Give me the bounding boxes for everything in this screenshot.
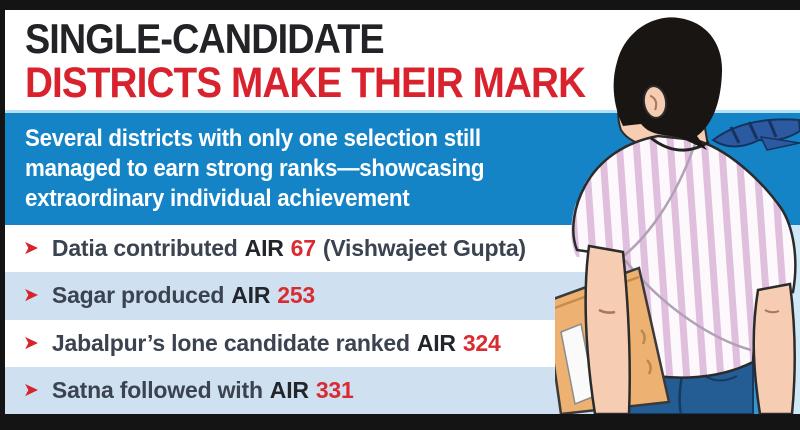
list-item-text: Satna followed with AIR 331: [52, 377, 361, 404]
content-area: SINGLE-CANDIDATE DISTRICTS MAKE THEIR MA…: [5, 10, 800, 414]
list-item-text: Datia contributed AIR 67 (Vishwajeet Gupta): [52, 235, 526, 262]
rank-value: 331: [315, 376, 354, 403]
list-item: ➤ Jabalpur’s lone candidate ranked AIR 324: [5, 319, 800, 367]
arrow-bullet-icon: ➤: [23, 379, 39, 401]
item-prefix: Satna followed with: [51, 376, 263, 403]
list-item-text: Sagar produced AIR 253: [52, 282, 322, 309]
page-title-line1-text: SINGLE-CANDIDATE: [25, 15, 385, 62]
air-label: AIR: [231, 282, 271, 309]
bottom-border: [0, 414, 800, 430]
item-suffix: (Vishwajeet Gupta): [322, 235, 526, 262]
item-prefix: Jabalpur’s lone candidate ranked: [51, 329, 410, 356]
title-block: SINGLE-CANDIDATE DISTRICTS MAKE THEIR MA…: [5, 10, 800, 110]
page-title-line2-text: DISTRICTS MAKE THEIR MARK: [25, 59, 586, 107]
list-item: ➤ Datia contributed AIR 67 (Vishwajeet Gupt…: [5, 225, 800, 273]
air-label: AIR: [244, 235, 284, 262]
item-prefix: Datia contributed: [51, 235, 238, 262]
subtitle-line-2: managed to earn strong ranks—showcasing: [25, 154, 800, 184]
rank-value: 67: [290, 235, 316, 262]
arrow-bullet-icon: ➤: [23, 285, 39, 307]
list-item: ➤ Satna followed with AIR 331: [5, 366, 800, 414]
item-prefix: Sagar produced: [51, 282, 225, 309]
subtitle-line-3-text: extraordinary individual achievement: [25, 185, 410, 212]
page-title-line2: DISTRICTS MAKE THEIR MARK: [25, 61, 800, 106]
left-border: [0, 0, 5, 430]
subtitle-line-1-text: Several districts with only one selectio…: [25, 125, 481, 152]
subtitle-line-3: extraordinary individual achievement: [25, 184, 800, 214]
subtitle-box: Several districts with only one selectio…: [5, 110, 800, 225]
rank-value: 253: [277, 282, 316, 309]
arrow-bullet-icon: ➤: [23, 238, 39, 260]
fact-list: ➤ Datia contributed AIR 67 (Vishwajeet Gupt…: [5, 225, 800, 414]
page-title-line1: SINGLE-CANDIDATE: [25, 17, 800, 61]
rank-value: 324: [462, 329, 501, 356]
list-item: ➤ Sagar produced AIR 253: [5, 272, 800, 320]
air-label: AIR: [269, 376, 309, 403]
arrow-bullet-icon: ➤: [23, 332, 39, 354]
list-item-text: Jabalpur’s lone candidate ranked AIR 324: [52, 330, 508, 357]
subtitle-line-1: Several districts with only one selectio…: [25, 124, 800, 154]
subtitle-line-2-text: managed to earn strong ranks—showcasing: [25, 155, 485, 182]
air-label: AIR: [416, 329, 456, 356]
top-border: [0, 0, 800, 10]
